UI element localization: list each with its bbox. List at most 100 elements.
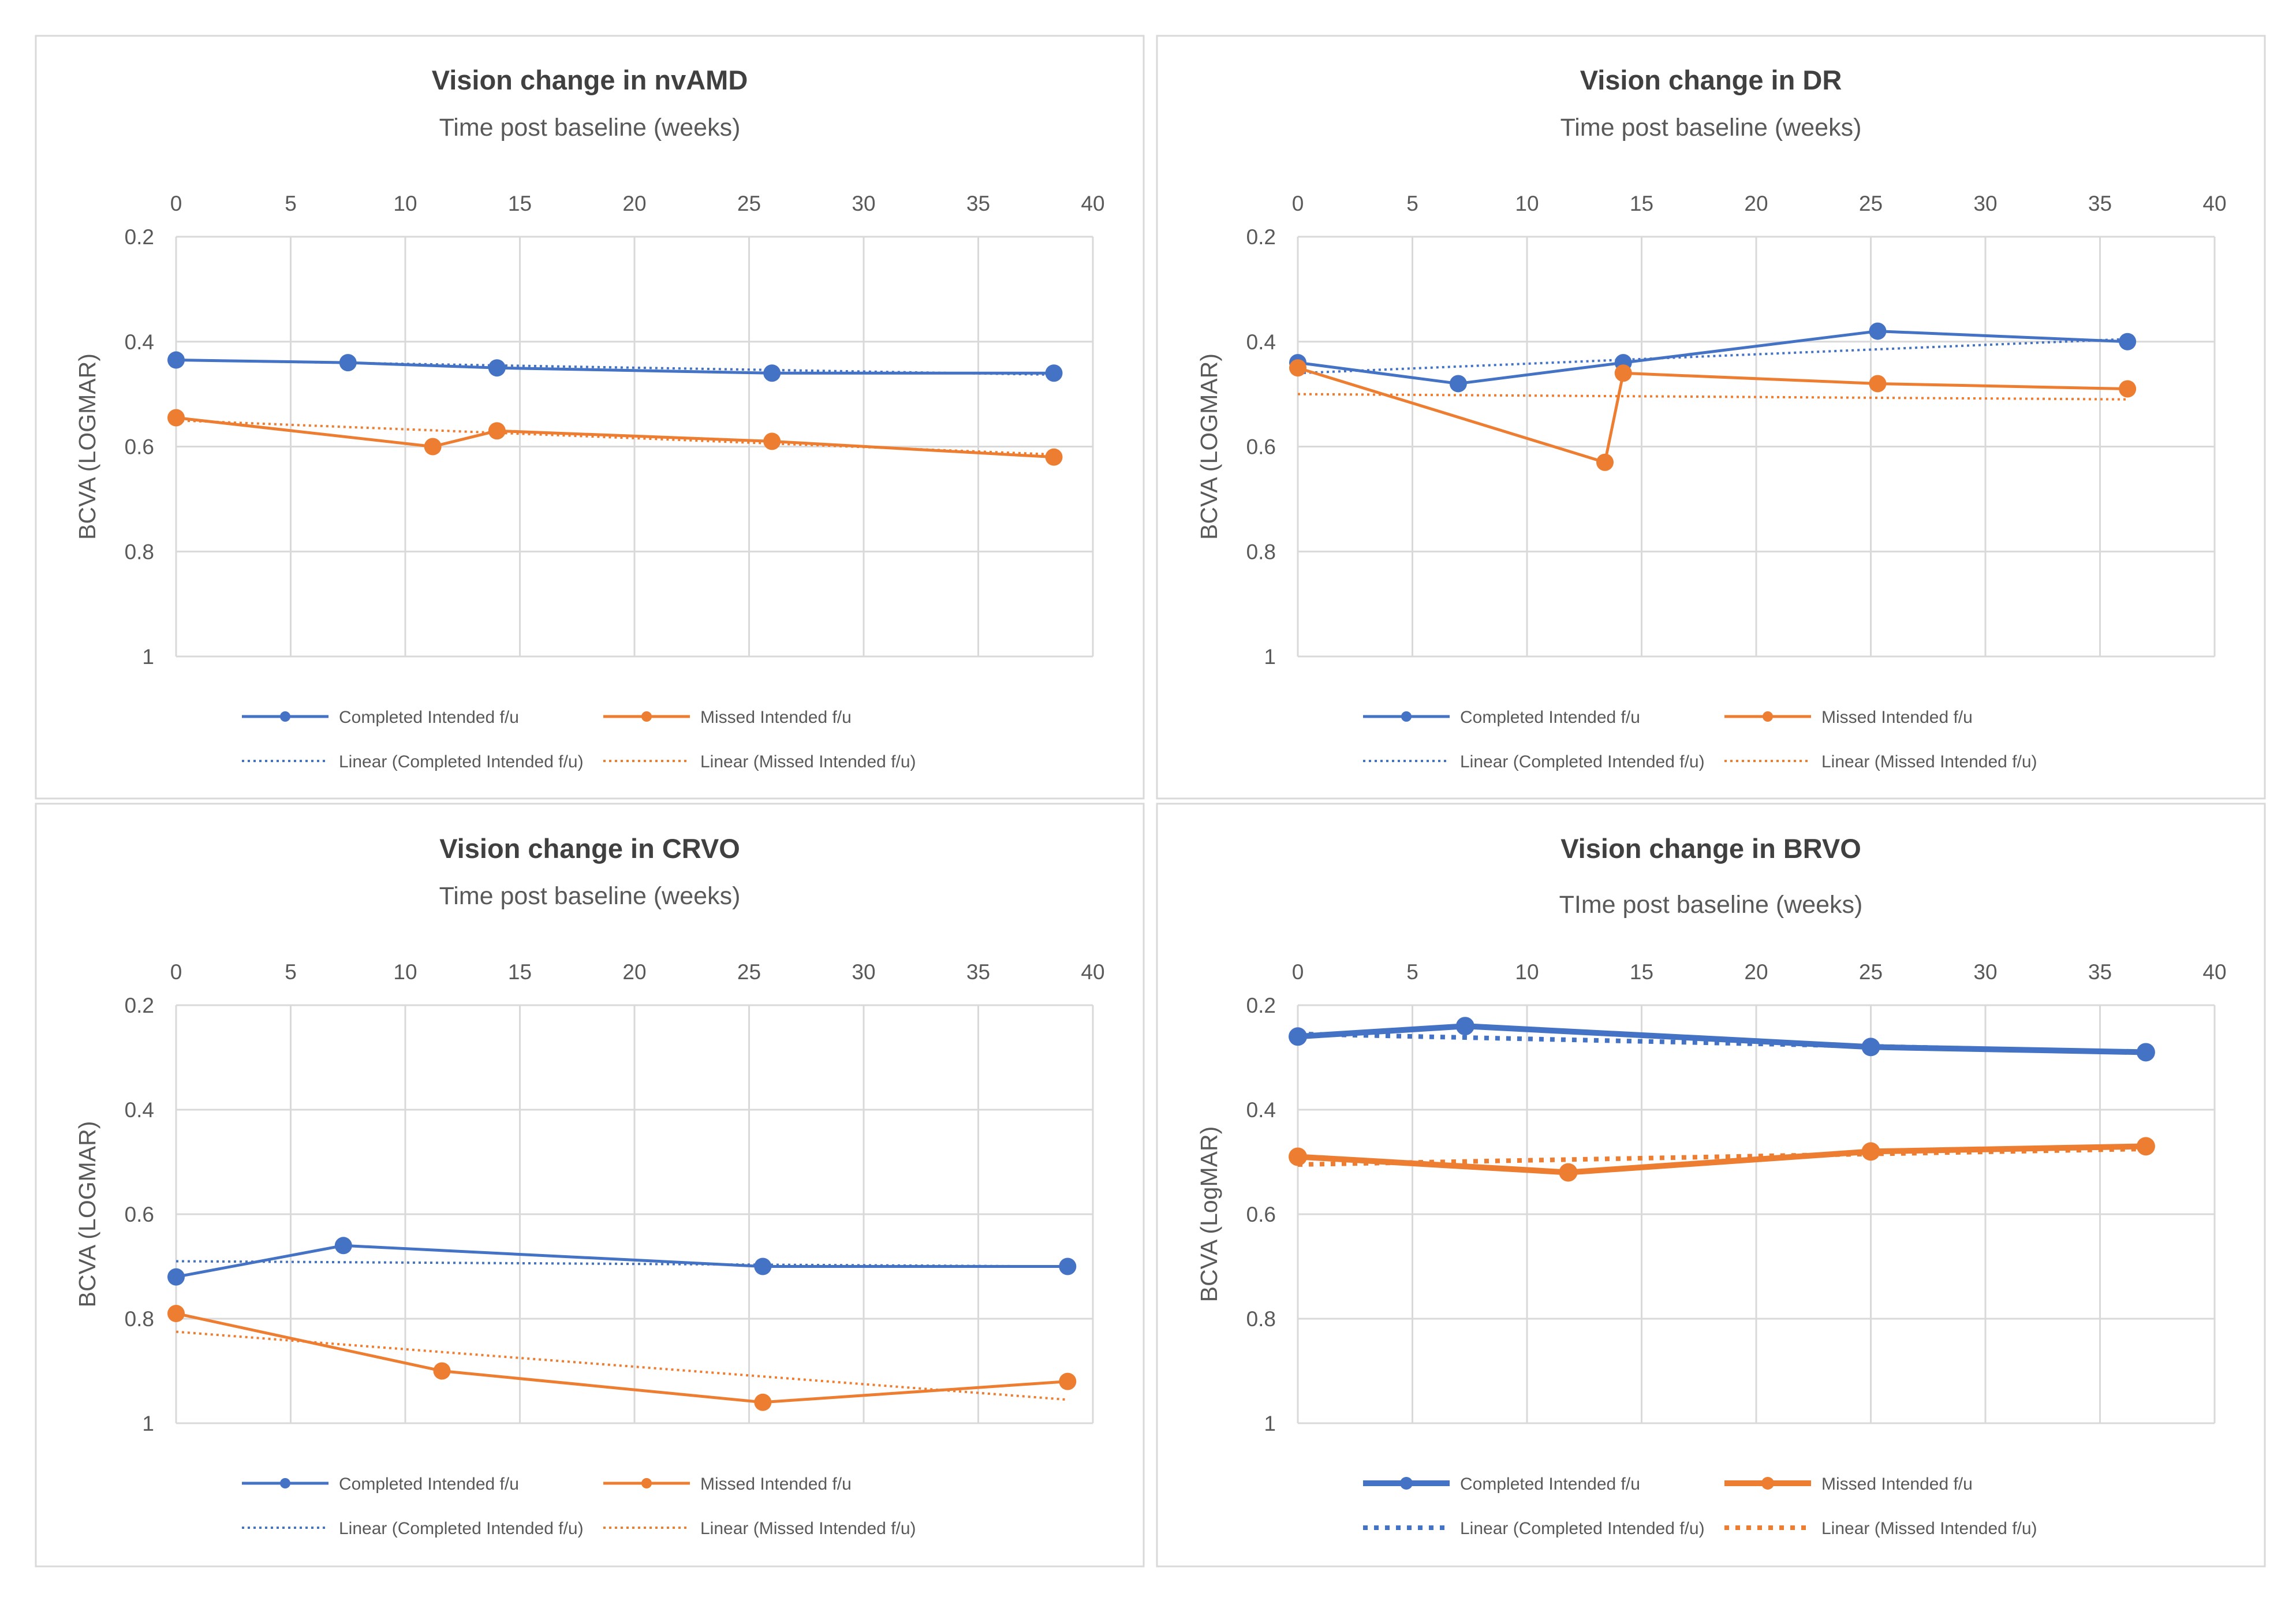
chart-title: Vision change in nvAMD (432, 65, 748, 95)
series-line (176, 1244, 1068, 1279)
data-point (334, 1237, 352, 1255)
x-tick-label: 20 (622, 192, 646, 215)
y-tick-label: 0.6 (1246, 435, 1276, 459)
y-tick-label: 1 (142, 1412, 154, 1435)
x-tick-label: 10 (1515, 960, 1539, 984)
data-point (1559, 1163, 1578, 1182)
legend-label: Missed Intended f/u (700, 1475, 852, 1494)
x-tick-label: 10 (1515, 192, 1539, 215)
legend-label: Linear (Completed Intended f/u) (339, 752, 584, 771)
x-tick-label: 35 (2088, 960, 2112, 984)
data-point (339, 354, 357, 372)
x-tick-label: 35 (2088, 192, 2112, 215)
x-tick-label: 15 (508, 192, 532, 215)
legend-label: Linear (Completed Intended f/u) (1460, 1519, 1705, 1538)
x-tick-label: 0 (1292, 192, 1304, 215)
x-tick-label: 40 (1081, 960, 1104, 984)
legend-label: Linear (Completed Intended f/u) (1460, 752, 1705, 771)
data-point (1869, 375, 1887, 393)
data-point (754, 1258, 772, 1275)
x-tick-label: 40 (1081, 192, 1104, 215)
x-tick-label: 0 (1292, 960, 1304, 984)
y-tick-label: 0.8 (125, 540, 154, 564)
series-line (176, 1312, 1068, 1404)
data-point (167, 1304, 185, 1322)
x-tick-label: 30 (852, 192, 875, 215)
x-tick-label: 5 (285, 960, 297, 984)
data-point (1861, 1142, 1880, 1161)
y-tick-label: 0.8 (125, 1307, 154, 1331)
x-tick-label: 30 (1973, 960, 1997, 984)
data-point (1045, 448, 1063, 466)
legend-label: Missed Intended f/u (1821, 1475, 1973, 1494)
y-tick-label: 0.8 (1246, 540, 1276, 564)
y-tick-label: 1 (1264, 645, 1276, 669)
y-tick-label: 0.2 (125, 225, 154, 249)
data-point (763, 364, 781, 382)
legend-marker (641, 711, 652, 722)
y-tick-label: 0.6 (1246, 1203, 1276, 1226)
chart-title: Vision change in BRVO (1560, 833, 1861, 864)
x-tick-label: 10 (393, 960, 417, 984)
x-tick-label: 35 (966, 960, 990, 984)
chart-title: Vision change in CRVO (439, 833, 740, 864)
legend-label: Missed Intended f/u (1821, 708, 1973, 727)
y-tick-label: 0.6 (125, 1203, 154, 1226)
data-point (2136, 1043, 2155, 1062)
legend-label: Completed Intended f/u (1460, 1475, 1640, 1494)
legend-label: Linear (Missed Intended f/u) (1821, 1519, 2037, 1538)
data-point (488, 359, 506, 377)
x-tick-label: 30 (852, 960, 875, 984)
chart-panel-4: Vision change in BRVO TIme post baseline … (1156, 803, 2266, 1568)
y-axis-label: BCVA (LOGMAR) (74, 1121, 100, 1308)
legend-label: Completed Intended f/u (339, 1475, 519, 1494)
series-line (1297, 1023, 2146, 1055)
x-tick-label: 25 (1859, 960, 1883, 984)
legend-marker (280, 711, 290, 722)
chart-panel-2: Vision change in DR Time post baseline (w… (1156, 35, 2266, 800)
data-point (1861, 1038, 1880, 1057)
trendline (176, 419, 1054, 456)
y-tick-label: 0.4 (1246, 330, 1276, 354)
x-tick-label: 10 (393, 192, 417, 215)
data-point (1614, 364, 1632, 382)
y-axis-label: BCVA (LOGMAR) (74, 353, 100, 540)
x-axis-label: Time post baseline (weeks) (439, 114, 741, 141)
data-point (433, 1362, 451, 1380)
chart-panel-border (35, 35, 1145, 800)
data-point (488, 422, 506, 440)
data-point (167, 351, 185, 369)
x-tick-label: 15 (508, 960, 532, 984)
chart-panel-3: Vision change in CRVO Time post baseline … (35, 803, 1145, 1568)
data-point (1045, 364, 1063, 382)
data-point (1455, 1017, 1474, 1036)
trendline (176, 1330, 1068, 1401)
x-axis-label: Time post baseline (weeks) (1560, 114, 1862, 141)
data-point (167, 1268, 185, 1286)
x-tick-label: 20 (1744, 960, 1768, 984)
chart-panel-border (1156, 803, 2266, 1568)
legend-label: Linear (Missed Intended f/u) (700, 752, 916, 771)
y-tick-label: 1 (1264, 1412, 1276, 1435)
data-point (754, 1393, 772, 1411)
y-tick-label: 0.8 (1246, 1307, 1276, 1331)
x-axis-label: Time post baseline (weeks) (439, 882, 741, 910)
x-tick-label: 30 (1973, 192, 1997, 215)
x-tick-label: 15 (1630, 192, 1653, 215)
data-point (1869, 322, 1887, 340)
legend-marker (1763, 711, 1773, 722)
x-tick-label: 40 (2202, 960, 2226, 984)
series-line (1297, 1143, 2146, 1176)
legend-marker (280, 1478, 290, 1488)
data-point (1596, 453, 1614, 471)
x-tick-label: 25 (737, 192, 761, 215)
x-tick-label: 5 (1406, 192, 1418, 215)
x-tick-label: 5 (285, 192, 297, 215)
data-point (763, 432, 781, 450)
data-point (1289, 1147, 1307, 1166)
data-point (2119, 380, 2137, 398)
x-tick-label: 35 (966, 192, 990, 215)
y-axis-label: BCVA (LOGMAR) (1196, 353, 1222, 540)
y-tick-label: 1 (142, 645, 154, 669)
